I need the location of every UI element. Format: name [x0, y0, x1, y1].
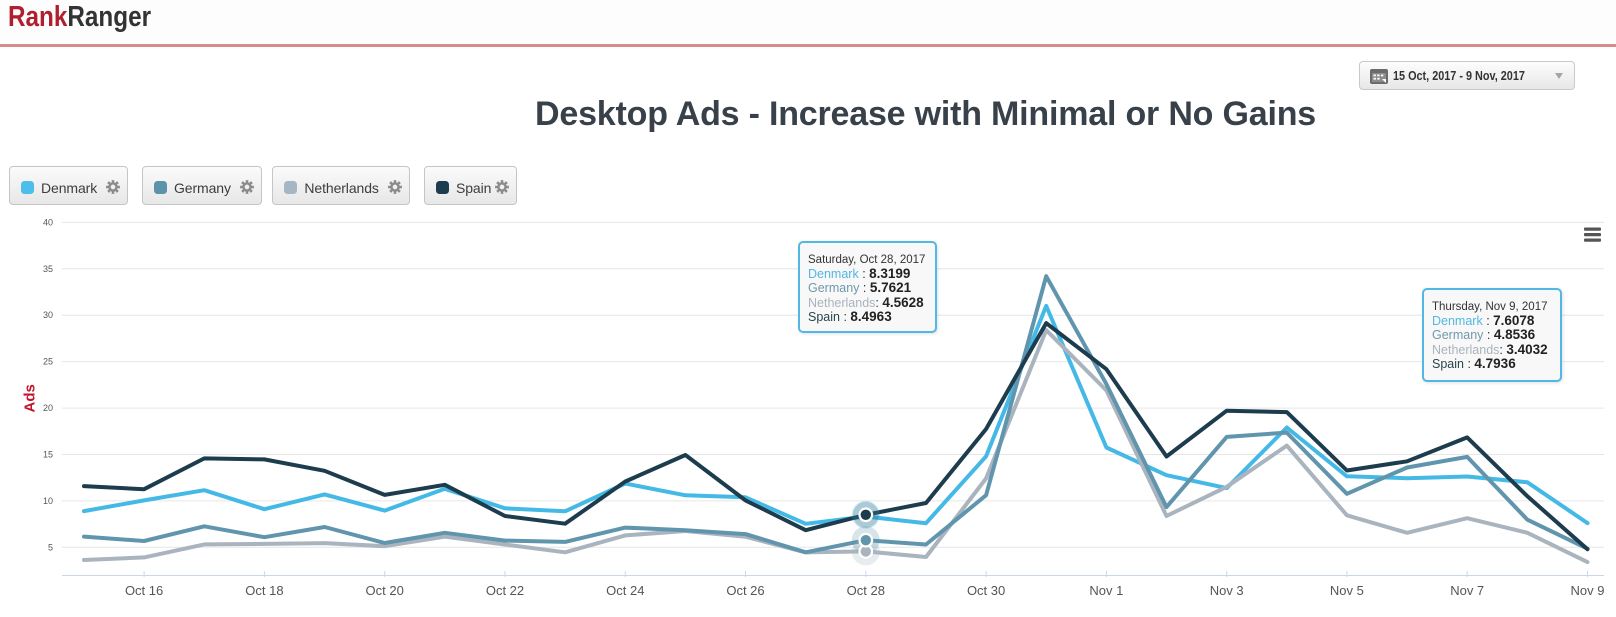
- svg-text:40: 40: [43, 217, 53, 227]
- svg-text:Nov 9: Nov 9: [1571, 583, 1605, 598]
- svg-text:Nov 7: Nov 7: [1450, 583, 1484, 598]
- svg-text:25: 25: [43, 357, 53, 367]
- svg-text:Nov 3: Nov 3: [1210, 583, 1244, 598]
- svg-text:20: 20: [43, 403, 53, 413]
- svg-text:Oct 30: Oct 30: [967, 583, 1005, 598]
- svg-text:30: 30: [43, 310, 53, 320]
- svg-text:Oct 20: Oct 20: [366, 583, 404, 598]
- svg-text:Ads: Ads: [22, 384, 39, 412]
- svg-text:Oct 28: Oct 28: [847, 583, 885, 598]
- svg-text:Oct 18: Oct 18: [245, 583, 283, 598]
- svg-text:35: 35: [43, 264, 53, 274]
- svg-text:10: 10: [43, 496, 53, 506]
- svg-text:Oct 16: Oct 16: [125, 583, 163, 598]
- svg-text:Nov 1: Nov 1: [1089, 583, 1123, 598]
- svg-text:5: 5: [48, 542, 53, 552]
- svg-text:Oct 22: Oct 22: [486, 583, 524, 598]
- svg-text:15: 15: [43, 450, 53, 460]
- svg-text:Nov 5: Nov 5: [1330, 583, 1364, 598]
- svg-text:Oct 24: Oct 24: [606, 583, 644, 598]
- svg-text:Oct 26: Oct 26: [726, 583, 764, 598]
